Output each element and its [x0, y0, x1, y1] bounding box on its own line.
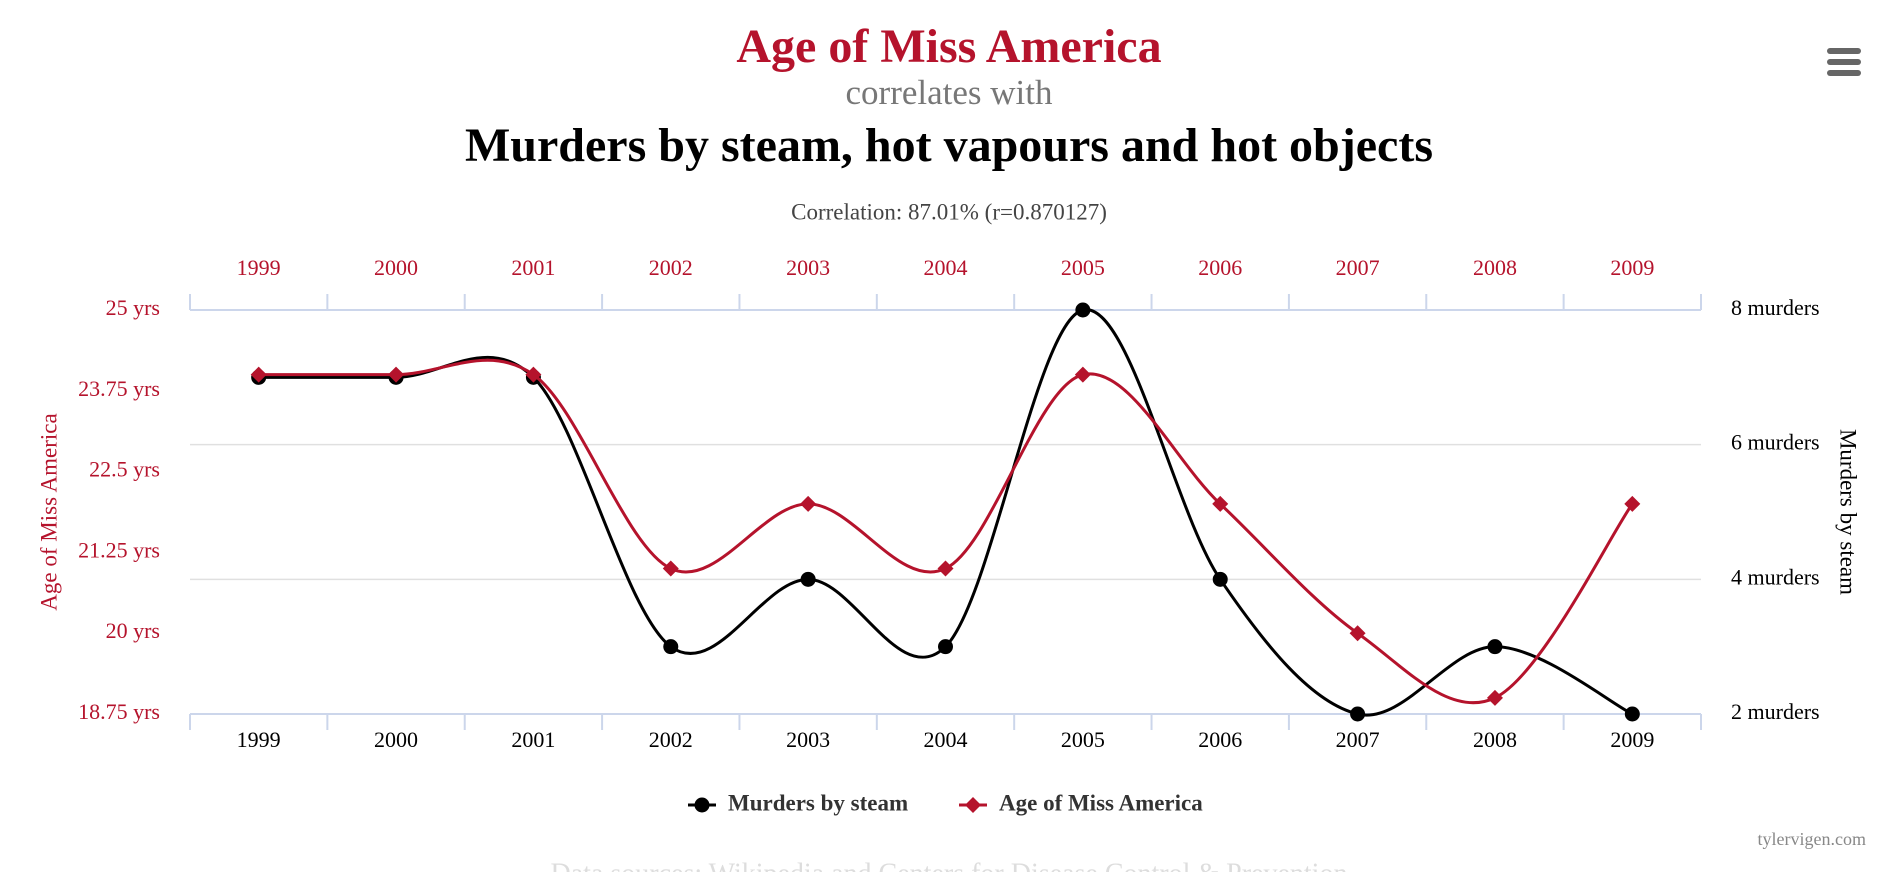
- menu-button[interactable]: [1827, 48, 1861, 76]
- correlation-text: Correlation: 87.01% (r=0.870127): [791, 199, 1107, 224]
- y2-tick-label: 6 murders: [1731, 430, 1820, 455]
- point: [662, 560, 679, 577]
- point: [1350, 706, 1366, 722]
- point: [1624, 706, 1640, 722]
- top-x-tick-label: 2001: [511, 255, 555, 280]
- point: [1212, 571, 1228, 587]
- menu-bar: [1827, 70, 1861, 76]
- point: [1074, 366, 1091, 383]
- y2-tick-label: 4 murders: [1731, 564, 1820, 589]
- y-tick-label: 18.75 yrs: [78, 699, 160, 724]
- x-tick-label: 1999: [237, 727, 281, 752]
- secondary-title: Murders by steam, hot vapours and hot ob…: [465, 119, 1433, 172]
- y-tick-label: 23.75 yrs: [78, 376, 160, 401]
- source-note: Data sources: Wikipedia and Centers for …: [551, 858, 1348, 872]
- series-line: [258, 358, 1634, 705]
- top-x-tick-label: 2005: [1061, 255, 1105, 280]
- legend-label[interactable]: Age of Miss America: [999, 790, 1203, 815]
- point: [800, 495, 817, 512]
- top-x-tick-label: 2008: [1473, 255, 1517, 280]
- legend-symbol: [694, 797, 710, 813]
- x-tick-label: 2004: [924, 727, 968, 752]
- y-axis-title: Age of Miss America: [36, 413, 61, 610]
- legend-label[interactable]: Murders by steam: [728, 790, 908, 815]
- y-tick-label: 21.25 yrs: [78, 537, 160, 562]
- top-x-tick-label: 2002: [649, 255, 693, 280]
- point: [1624, 495, 1641, 512]
- series-line: [258, 308, 1633, 717]
- credit: tylervigen.com: [1758, 829, 1866, 849]
- top-x-tick-label: 2006: [1198, 255, 1242, 280]
- y-tick-label: 20 yrs: [106, 618, 160, 643]
- chart-subtitle: correlates with: [846, 73, 1053, 112]
- x-tick-label: 2008: [1473, 727, 1517, 752]
- point: [1487, 639, 1503, 655]
- point: [388, 366, 405, 383]
- point: [1486, 689, 1503, 706]
- top-x-tick-label: 2003: [786, 255, 830, 280]
- point: [800, 571, 816, 587]
- menu-bar: [1827, 48, 1861, 54]
- top-x-tick-label: 2007: [1336, 255, 1380, 280]
- y2-tick-label: 8 murders: [1731, 295, 1820, 320]
- point: [1212, 495, 1229, 512]
- x-tick-label: 2002: [649, 727, 693, 752]
- y-tick-label: 22.5 yrs: [89, 457, 160, 482]
- x-tick-label: 2005: [1061, 727, 1105, 752]
- top-x-tick-label: 2009: [1610, 255, 1654, 280]
- x-tick-label: 2000: [374, 727, 418, 752]
- x-tick-label: 2001: [511, 727, 555, 752]
- top-x-tick-label: 1999: [237, 255, 281, 280]
- legend-symbol: [965, 797, 981, 813]
- top-x-tick-label: 2004: [924, 255, 968, 280]
- point: [938, 639, 953, 655]
- point: [525, 366, 542, 383]
- point: [1349, 625, 1366, 642]
- menu-bar: [1827, 59, 1861, 65]
- x-tick-label: 2007: [1336, 727, 1380, 752]
- x-tick-label: 2003: [786, 727, 830, 752]
- y2-tick-label: 2 murders: [1731, 699, 1820, 724]
- x-tick-label: 2009: [1610, 727, 1654, 752]
- y2-axis-title: Murders by steam: [1836, 429, 1861, 595]
- y-tick-label: 25 yrs: [106, 295, 160, 320]
- top-x-tick-label: 2000: [374, 255, 418, 280]
- chart-title: Age of Miss America: [736, 20, 1161, 73]
- point: [1075, 302, 1091, 318]
- point: [937, 560, 954, 577]
- point: [663, 639, 679, 655]
- point: [250, 366, 267, 383]
- x-tick-label: 2006: [1198, 727, 1242, 752]
